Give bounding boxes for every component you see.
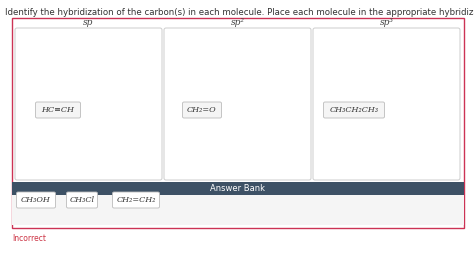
Text: Identify the hybridization of the carbon(s) in each molecule. Place each molecul: Identify the hybridization of the carbon… — [5, 8, 474, 17]
FancyBboxPatch shape — [313, 28, 460, 180]
FancyBboxPatch shape — [17, 192, 55, 208]
FancyBboxPatch shape — [323, 102, 384, 118]
FancyBboxPatch shape — [12, 195, 464, 225]
Text: sp³: sp³ — [380, 18, 393, 27]
Text: CH₂=CH₂: CH₂=CH₂ — [116, 196, 156, 204]
Text: CH₃OH: CH₃OH — [21, 196, 51, 204]
Text: Incorrect: Incorrect — [12, 234, 46, 243]
Text: Answer Bank: Answer Bank — [210, 184, 265, 193]
Text: HC≡CH: HC≡CH — [42, 106, 74, 114]
Text: sp²: sp² — [230, 18, 245, 27]
FancyBboxPatch shape — [182, 102, 221, 118]
Text: CH₃Cl: CH₃Cl — [70, 196, 94, 204]
Text: sp: sp — [83, 18, 94, 27]
FancyBboxPatch shape — [112, 192, 159, 208]
FancyBboxPatch shape — [12, 18, 464, 228]
FancyBboxPatch shape — [164, 28, 311, 180]
FancyBboxPatch shape — [66, 192, 98, 208]
FancyBboxPatch shape — [36, 102, 81, 118]
FancyBboxPatch shape — [15, 28, 162, 180]
Text: CH₃CH₂CH₃: CH₃CH₂CH₃ — [329, 106, 379, 114]
Text: CH₂=O: CH₂=O — [187, 106, 217, 114]
FancyBboxPatch shape — [12, 182, 464, 195]
